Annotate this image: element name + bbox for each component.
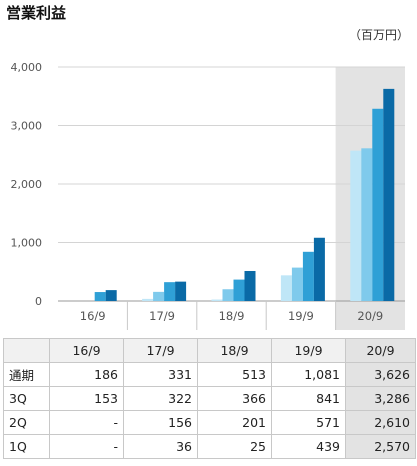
bar bbox=[291, 267, 303, 301]
bar bbox=[350, 150, 362, 301]
bar bbox=[222, 289, 234, 301]
table-cell: 331 bbox=[123, 362, 198, 387]
bar bbox=[302, 251, 314, 301]
table-row: 1Q - 36 25 439 2,570 bbox=[3, 434, 416, 459]
bar bbox=[383, 88, 395, 301]
table-row: 3Q 153 322 366 841 3,286 bbox=[3, 386, 416, 411]
bar bbox=[211, 299, 223, 301]
table-row: 通期 186 331 513 1,081 3,626 bbox=[3, 362, 416, 387]
bar bbox=[142, 298, 154, 301]
table-cell: 3,626 bbox=[345, 362, 416, 387]
x-tick-label: 19/9 bbox=[288, 309, 314, 323]
table-header-row: 16/9 17/9 18/9 19/9 20/9 bbox=[3, 338, 416, 363]
table-header: 17/9 bbox=[123, 338, 198, 363]
table-cell: 1,081 bbox=[271, 362, 346, 387]
table-cell: 513 bbox=[197, 362, 272, 387]
bar bbox=[94, 292, 106, 301]
table-cell: 36 bbox=[123, 434, 198, 459]
bar bbox=[164, 282, 176, 301]
y-tick-label: 3,000 bbox=[11, 120, 43, 133]
table-cell: 3,286 bbox=[345, 386, 416, 411]
table-cell: 2,610 bbox=[345, 410, 416, 435]
bar bbox=[361, 148, 373, 301]
chart-title: 営業利益 bbox=[6, 4, 67, 22]
table-header: 19/9 bbox=[271, 338, 346, 363]
x-tick-labels: 16/9 17/9 18/9 19/9 20/9 bbox=[80, 309, 383, 323]
row-label: 3Q bbox=[3, 386, 50, 411]
bar bbox=[105, 290, 117, 301]
table-corner bbox=[3, 338, 50, 363]
table-header: 20/9 bbox=[345, 338, 416, 363]
grid-lines bbox=[58, 66, 405, 243]
table-cell: 153 bbox=[49, 386, 124, 411]
table-header: 18/9 bbox=[197, 338, 272, 363]
bar bbox=[153, 291, 165, 301]
y-tick-label: 0 bbox=[35, 295, 42, 308]
bar bbox=[233, 279, 245, 301]
x-tick-label: 16/9 bbox=[80, 309, 106, 323]
y-tick-label: 2,000 bbox=[11, 178, 43, 191]
table-cell: 156 bbox=[123, 410, 198, 435]
x-tick-label: 18/9 bbox=[219, 309, 245, 323]
y-tick-label: 1,000 bbox=[11, 237, 43, 250]
y-tick-label: 4,000 bbox=[11, 61, 43, 74]
unit-label: （百万円） bbox=[348, 28, 409, 42]
x-tick-label: 20/9 bbox=[357, 309, 383, 323]
table-row: 2Q - 156 201 571 2,610 bbox=[3, 410, 416, 435]
table-cell: 841 bbox=[271, 386, 346, 411]
table-cell: 571 bbox=[271, 410, 346, 435]
table-cell: - bbox=[49, 434, 124, 459]
bar bbox=[175, 281, 187, 301]
bar bbox=[280, 275, 292, 301]
bar bbox=[244, 270, 256, 301]
x-tick-label: 17/9 bbox=[149, 309, 175, 323]
table-cell: 322 bbox=[123, 386, 198, 411]
data-table: 16/9 17/9 18/9 19/9 20/9 通期 186 331 513 … bbox=[3, 338, 416, 459]
bars bbox=[94, 88, 395, 301]
y-tick-labels: 0 1,000 2,000 3,000 4,000 bbox=[11, 61, 43, 308]
table-cell: 25 bbox=[197, 434, 272, 459]
table-cell: 186 bbox=[49, 362, 124, 387]
row-label: 2Q bbox=[3, 410, 50, 435]
table-cell: 2,570 bbox=[345, 434, 416, 459]
row-label: 1Q bbox=[3, 434, 50, 459]
bar-chart: 0 1,000 2,000 3,000 4,000 16/9 17/9 18/9 19/9 20… bbox=[11, 61, 405, 330]
bar bbox=[372, 108, 384, 301]
table-cell: 201 bbox=[197, 410, 272, 435]
table-header: 16/9 bbox=[49, 338, 124, 363]
table-cell: 366 bbox=[197, 386, 272, 411]
table-cell: - bbox=[49, 410, 124, 435]
row-label: 通期 bbox=[3, 362, 50, 387]
bar bbox=[313, 237, 325, 301]
table-cell: 439 bbox=[271, 434, 346, 459]
